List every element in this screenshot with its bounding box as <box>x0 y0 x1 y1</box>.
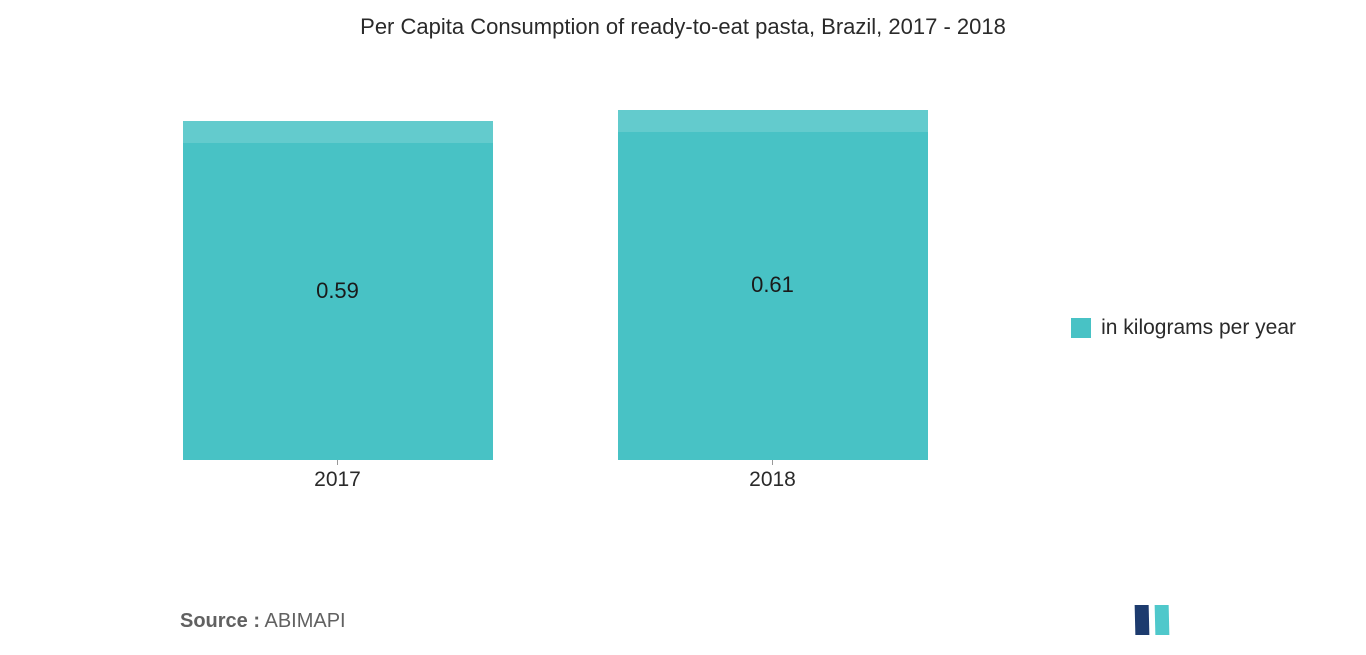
bar-wash-1 <box>618 110 928 132</box>
x-label-1: 2018 <box>618 468 928 492</box>
chart-container: Per Capita Consumption of ready-to-eat p… <box>0 0 1366 655</box>
legend-text: in kilograms per year <box>1101 316 1296 340</box>
source-value: ABIMAPI <box>260 610 346 632</box>
source-line: Source : ABIMAPI <box>180 610 346 633</box>
brand-logo <box>1133 603 1181 637</box>
bars-wrap: 0.59 0.61 <box>120 110 990 460</box>
bar-group-0: 0.59 <box>183 121 493 460</box>
bar-group-1: 0.61 <box>618 110 928 460</box>
bar-value-0: 0.59 <box>316 278 359 304</box>
plot-area: 0.59 0.61 <box>120 110 990 460</box>
x-axis-labels: 2017 2018 <box>120 468 990 492</box>
x-label-0: 2017 <box>183 468 493 492</box>
bar-wash-0 <box>183 121 493 143</box>
bar-1: 0.61 <box>618 110 928 460</box>
legend-swatch <box>1071 318 1091 338</box>
x-tick-1 <box>772 460 773 465</box>
legend: in kilograms per year <box>1071 316 1296 340</box>
bar-0: 0.59 <box>183 121 493 460</box>
x-tick-0 <box>337 460 338 465</box>
bar-value-1: 0.61 <box>751 272 794 298</box>
chart-title: Per Capita Consumption of ready-to-eat p… <box>0 14 1366 40</box>
source-label: Source : <box>180 610 260 632</box>
